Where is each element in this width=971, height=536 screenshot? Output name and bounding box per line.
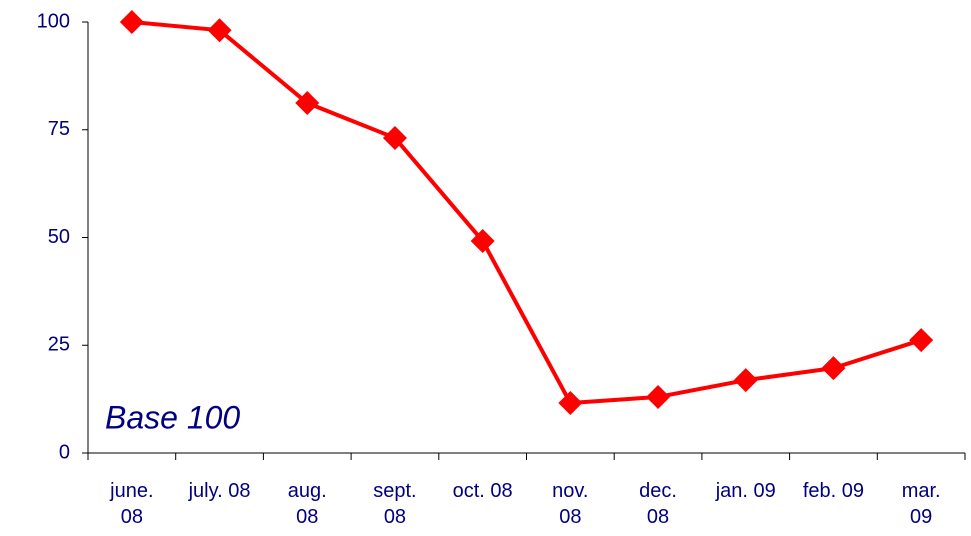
x-tick-label: june. 08 [110, 480, 154, 528]
marker [821, 356, 846, 381]
marker [909, 328, 934, 353]
x-tick-label: oct. 08 [452, 480, 513, 502]
marker [382, 125, 407, 150]
y-tick-label: 100 [37, 10, 70, 32]
x-tick-label: jan. 09 [715, 480, 776, 502]
marker [119, 10, 144, 34]
marker [207, 18, 232, 43]
x-tick-label: dec. 08 [639, 480, 677, 528]
line [131, 20, 922, 406]
x-tick-label: feb. 09 [802, 480, 865, 502]
x-tick-label: july. 08 [188, 480, 251, 502]
marker [733, 368, 758, 393]
x-tick-label: sept. 08 [373, 480, 417, 528]
marker [646, 384, 671, 409]
annotation: Base 100 [105, 399, 240, 435]
marker [470, 228, 495, 253]
x-tick-label: mar. 09 [901, 480, 941, 528]
y-tick-label: 25 [48, 334, 70, 356]
marker [558, 391, 583, 416]
marker [295, 91, 320, 116]
y-tick-label: 0 [59, 441, 70, 463]
y-tick-label: 75 [48, 118, 70, 140]
x-tick-label: nov. 08 [552, 480, 589, 528]
x-tick-label: aug. 08 [287, 480, 327, 528]
y-tick-label: 50 [48, 226, 70, 248]
